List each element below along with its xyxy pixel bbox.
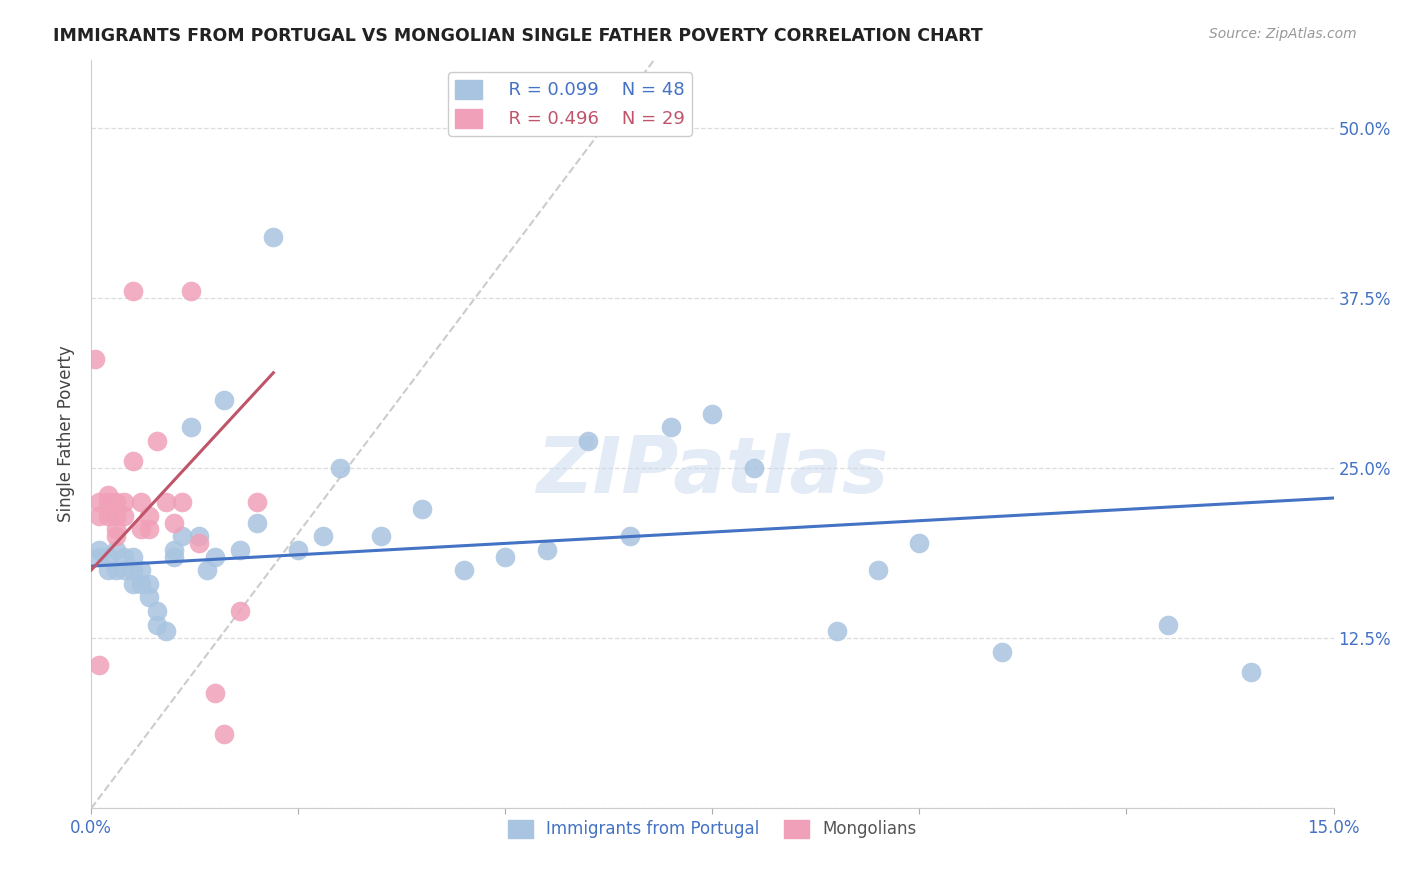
Point	[89, 658, 111, 673]
Point	[89, 542, 111, 557]
Point	[97, 488, 120, 502]
Point	[825, 624, 848, 639]
Point	[212, 392, 235, 407]
Point	[187, 529, 209, 543]
Point	[105, 522, 128, 536]
Text: ZIPatlas: ZIPatlas	[536, 434, 889, 509]
Legend: Immigrants from Portugal, Mongolians: Immigrants from Portugal, Mongolians	[501, 813, 924, 845]
Point	[204, 686, 226, 700]
Point	[146, 604, 169, 618]
Point	[411, 502, 433, 516]
Point	[187, 536, 209, 550]
Point	[138, 576, 160, 591]
Point	[138, 522, 160, 536]
Point	[146, 617, 169, 632]
Point	[146, 434, 169, 448]
Point	[287, 542, 309, 557]
Text: Source: ZipAtlas.com: Source: ZipAtlas.com	[1209, 27, 1357, 41]
Point	[536, 542, 558, 557]
Point	[246, 516, 269, 530]
Text: IMMIGRANTS FROM PORTUGAL VS MONGOLIAN SINGLE FATHER POVERTY CORRELATION CHART: IMMIGRANTS FROM PORTUGAL VS MONGOLIAN SI…	[53, 27, 983, 45]
Point	[312, 529, 335, 543]
Point	[163, 542, 186, 557]
Point	[163, 516, 186, 530]
Point	[702, 407, 724, 421]
Point	[129, 563, 152, 577]
Point	[229, 604, 252, 618]
Point	[121, 284, 143, 298]
Point	[370, 529, 392, 543]
Y-axis label: Single Father Poverty: Single Father Poverty	[58, 345, 75, 523]
Point	[121, 576, 143, 591]
Point	[742, 461, 765, 475]
Point	[138, 508, 160, 523]
Point	[112, 549, 135, 564]
Point	[494, 549, 516, 564]
Point	[180, 420, 202, 434]
Point	[97, 495, 120, 509]
Point	[97, 549, 120, 564]
Point	[1240, 665, 1263, 680]
Point	[105, 542, 128, 557]
Point	[89, 549, 111, 564]
Point	[89, 495, 111, 509]
Point	[229, 542, 252, 557]
Point	[908, 536, 931, 550]
Point	[163, 549, 186, 564]
Point	[991, 645, 1014, 659]
Point	[576, 434, 599, 448]
Point	[155, 624, 177, 639]
Point	[121, 454, 143, 468]
Point	[204, 549, 226, 564]
Point	[155, 495, 177, 509]
Point	[262, 229, 284, 244]
Point	[180, 284, 202, 298]
Point	[619, 529, 641, 543]
Point	[89, 508, 111, 523]
Point	[659, 420, 682, 434]
Point	[105, 563, 128, 577]
Point	[129, 522, 152, 536]
Point	[138, 591, 160, 605]
Point	[121, 563, 143, 577]
Point	[129, 495, 152, 509]
Point	[172, 529, 194, 543]
Point	[172, 495, 194, 509]
Point	[121, 549, 143, 564]
Point	[97, 508, 120, 523]
Point	[212, 726, 235, 740]
Point	[105, 529, 128, 543]
Point	[84, 352, 107, 367]
Point	[329, 461, 352, 475]
Point	[105, 508, 128, 523]
Point	[1157, 617, 1180, 632]
Point	[105, 495, 128, 509]
Point	[453, 563, 475, 577]
Point	[195, 563, 218, 577]
Point	[866, 563, 889, 577]
Point	[246, 495, 269, 509]
Point	[129, 576, 152, 591]
Point	[112, 495, 135, 509]
Point	[112, 508, 135, 523]
Point	[112, 563, 135, 577]
Point	[97, 563, 120, 577]
